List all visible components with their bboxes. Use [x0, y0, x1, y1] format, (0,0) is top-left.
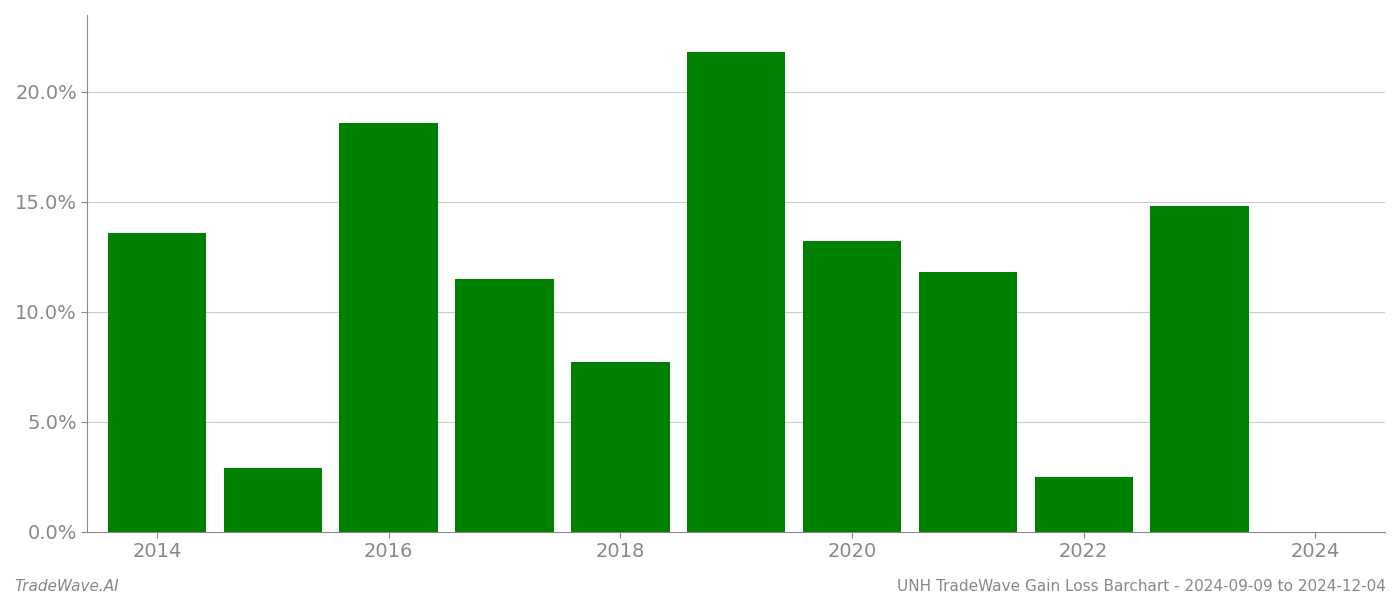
- Text: TradeWave.AI: TradeWave.AI: [14, 579, 119, 594]
- Bar: [339, 123, 438, 532]
- Bar: [455, 279, 554, 532]
- Bar: [1151, 206, 1249, 532]
- Bar: [1035, 476, 1133, 532]
- Bar: [918, 272, 1018, 532]
- Bar: [571, 362, 669, 532]
- Text: UNH TradeWave Gain Loss Barchart - 2024-09-09 to 2024-12-04: UNH TradeWave Gain Loss Barchart - 2024-…: [897, 579, 1386, 594]
- Bar: [108, 233, 206, 532]
- Bar: [687, 52, 785, 532]
- Bar: [802, 241, 902, 532]
- Bar: [224, 468, 322, 532]
